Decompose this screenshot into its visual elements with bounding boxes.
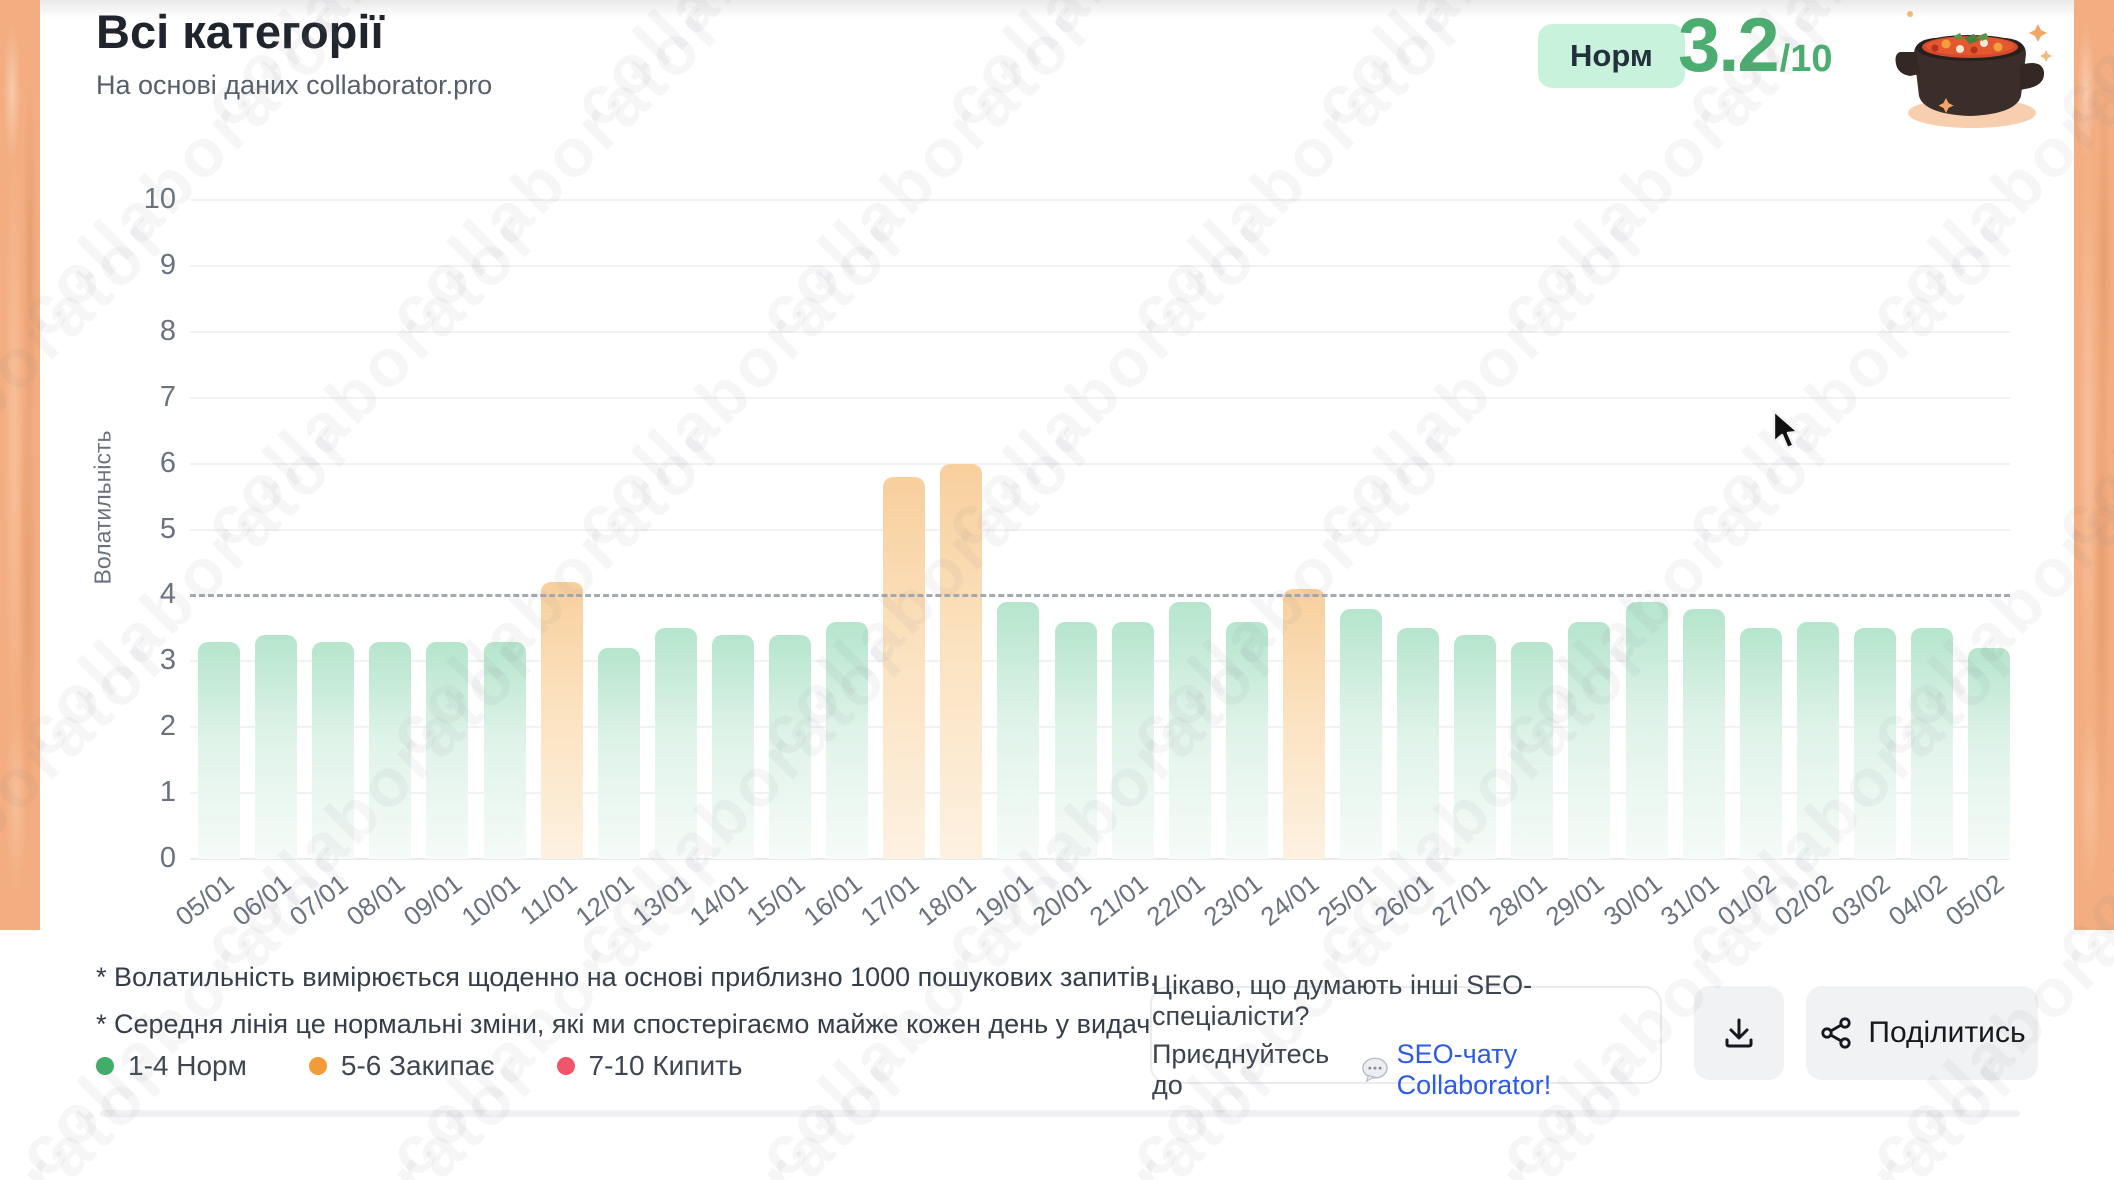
chart-bar[interactable] [1911, 628, 1953, 859]
speech-bubble-icon [1361, 1057, 1388, 1082]
y-tick-label: 5 [159, 512, 176, 545]
chart-bar[interactable] [369, 641, 412, 859]
chart-bar[interactable] [1511, 641, 1554, 859]
page-title: Всі категорії [96, 5, 384, 58]
chart-bar[interactable] [312, 641, 355, 859]
section-divider [100, 1110, 2020, 1117]
chart-bar[interactable] [1168, 602, 1211, 859]
y-tick-label: 3 [159, 644, 176, 677]
chart-bar[interactable] [1853, 628, 1896, 859]
chart-bar[interactable] [997, 602, 1040, 859]
chart-bar[interactable] [1625, 602, 1668, 859]
legend-label: 1-4 Норм [128, 1050, 247, 1081]
score-value: 3.2 [1678, 3, 1780, 88]
chart-bar[interactable] [1054, 621, 1097, 859]
gridline [190, 726, 2010, 729]
chart-bar[interactable] [198, 641, 240, 859]
gridline [190, 792, 2010, 795]
chart-bar[interactable] [1454, 634, 1497, 859]
y-tick-label: 2 [159, 710, 176, 743]
y-tick-label: 1 [159, 776, 176, 809]
legend-item-boiling: 7-10 Кипить [556, 1050, 743, 1082]
status-badge: Норм [1538, 24, 1685, 88]
page-subtitle: На основі даних collaborator.pro [96, 70, 493, 100]
chart-bar[interactable] [883, 476, 926, 859]
seo-chat-link[interactable]: SEO-чату Collaborator! [1396, 1038, 1552, 1100]
volatility-score: 3.2 /10 [1678, 2, 1832, 89]
y-tick-label: 7 [159, 380, 176, 413]
chart-bar[interactable] [769, 634, 811, 859]
chart-legend: 1-4 Норм 5-6 Закипає 7-10 Кипить [96, 1050, 743, 1082]
chart-bar[interactable] [1968, 648, 2011, 859]
chart-bar[interactable] [1397, 628, 1440, 859]
legend-dot-green [96, 1057, 114, 1075]
y-tick-label: 0 [159, 842, 176, 874]
threshold-dashed-line [190, 594, 2010, 597]
download-button[interactable] [1694, 986, 1784, 1080]
footnote-volatility: * Волатильність вимірюється щоденно на о… [96, 962, 1158, 992]
chart-bar[interactable] [1225, 621, 1268, 859]
chart-bar[interactable] [1796, 621, 1839, 859]
gridline [190, 264, 2010, 267]
y-tick-label: 6 [159, 446, 176, 479]
chart-bar[interactable] [1739, 628, 1782, 859]
y-tick-label: 10 [143, 183, 176, 215]
gridline [190, 199, 2010, 201]
page-background-left [0, 0, 40, 930]
download-icon [1725, 1018, 1753, 1048]
share-button[interactable]: Поділитись [1806, 986, 2038, 1080]
chart-bar[interactable] [826, 621, 869, 859]
legend-dot-orange [308, 1057, 327, 1075]
footnote-average-line: * Середня лінія це нормальні зміни, які … [96, 1009, 1157, 1039]
y-tick-label: 4 [159, 578, 176, 611]
gridline [190, 858, 2010, 860]
seo-chat-cta-card: Цікаво, що думають інші SEO-спеціалісти?… [1150, 970, 1662, 1100]
chart-bar[interactable] [1340, 608, 1382, 859]
legend-item-norm: 1-4 Норм [96, 1050, 247, 1082]
chart-bar[interactable] [597, 648, 640, 859]
gridline [190, 396, 2010, 399]
cta-question: Цікаво, що думають інші SEO-спеціалісти? [1152, 969, 1533, 1031]
page-background-right [2074, 0, 2114, 930]
gridline [190, 528, 2010, 531]
chart-bar[interactable] [255, 634, 298, 859]
chart-bar[interactable] [1282, 588, 1325, 859]
watermark-text: collaborator [2037, 1036, 2114, 1180]
legend-label: 7-10 Кипить [588, 1050, 743, 1081]
chart-bar[interactable] [940, 463, 983, 859]
chart-bar[interactable] [1111, 621, 1154, 859]
chart-bar[interactable] [426, 641, 469, 859]
chart-bar[interactable] [540, 582, 583, 859]
gridline [190, 330, 2010, 333]
share-button-label: Поділитись [1868, 1016, 2026, 1049]
volatility-bar-chart: 0 1 2 3 4 5 6 7 8 9 10 05/01 06/01 07/01 08/01 09/01 10/… [144, 183, 2011, 932]
chart-bar[interactable] [711, 634, 754, 859]
y-tick-label: 8 [159, 314, 176, 347]
y-axis-title: Волатильність [89, 430, 116, 585]
score-suffix: /10 [1779, 38, 1833, 80]
borscht-pot-icon [1890, 2, 2060, 137]
share-nodes-icon [1821, 1017, 1852, 1049]
chart-bar[interactable] [1568, 621, 1611, 859]
y-tick-label: 9 [159, 248, 176, 281]
chart-bar[interactable] [654, 628, 697, 859]
cta-invite-line: Приєднуйтесь до SEO-чату Collaborator! [1152, 1039, 1660, 1101]
gridline [190, 462, 2010, 465]
legend-dot-red [556, 1057, 575, 1075]
legend-item-boiling-soon: 5-6 Закипає [308, 1050, 495, 1082]
cta-invite-prefix: Приєднуйтесь до [1152, 1038, 1330, 1100]
chart-bar[interactable] [1682, 608, 1725, 859]
chart-bar[interactable] [483, 641, 526, 859]
legend-label: 5-6 Закипає [340, 1050, 495, 1081]
gridline [190, 660, 2010, 663]
